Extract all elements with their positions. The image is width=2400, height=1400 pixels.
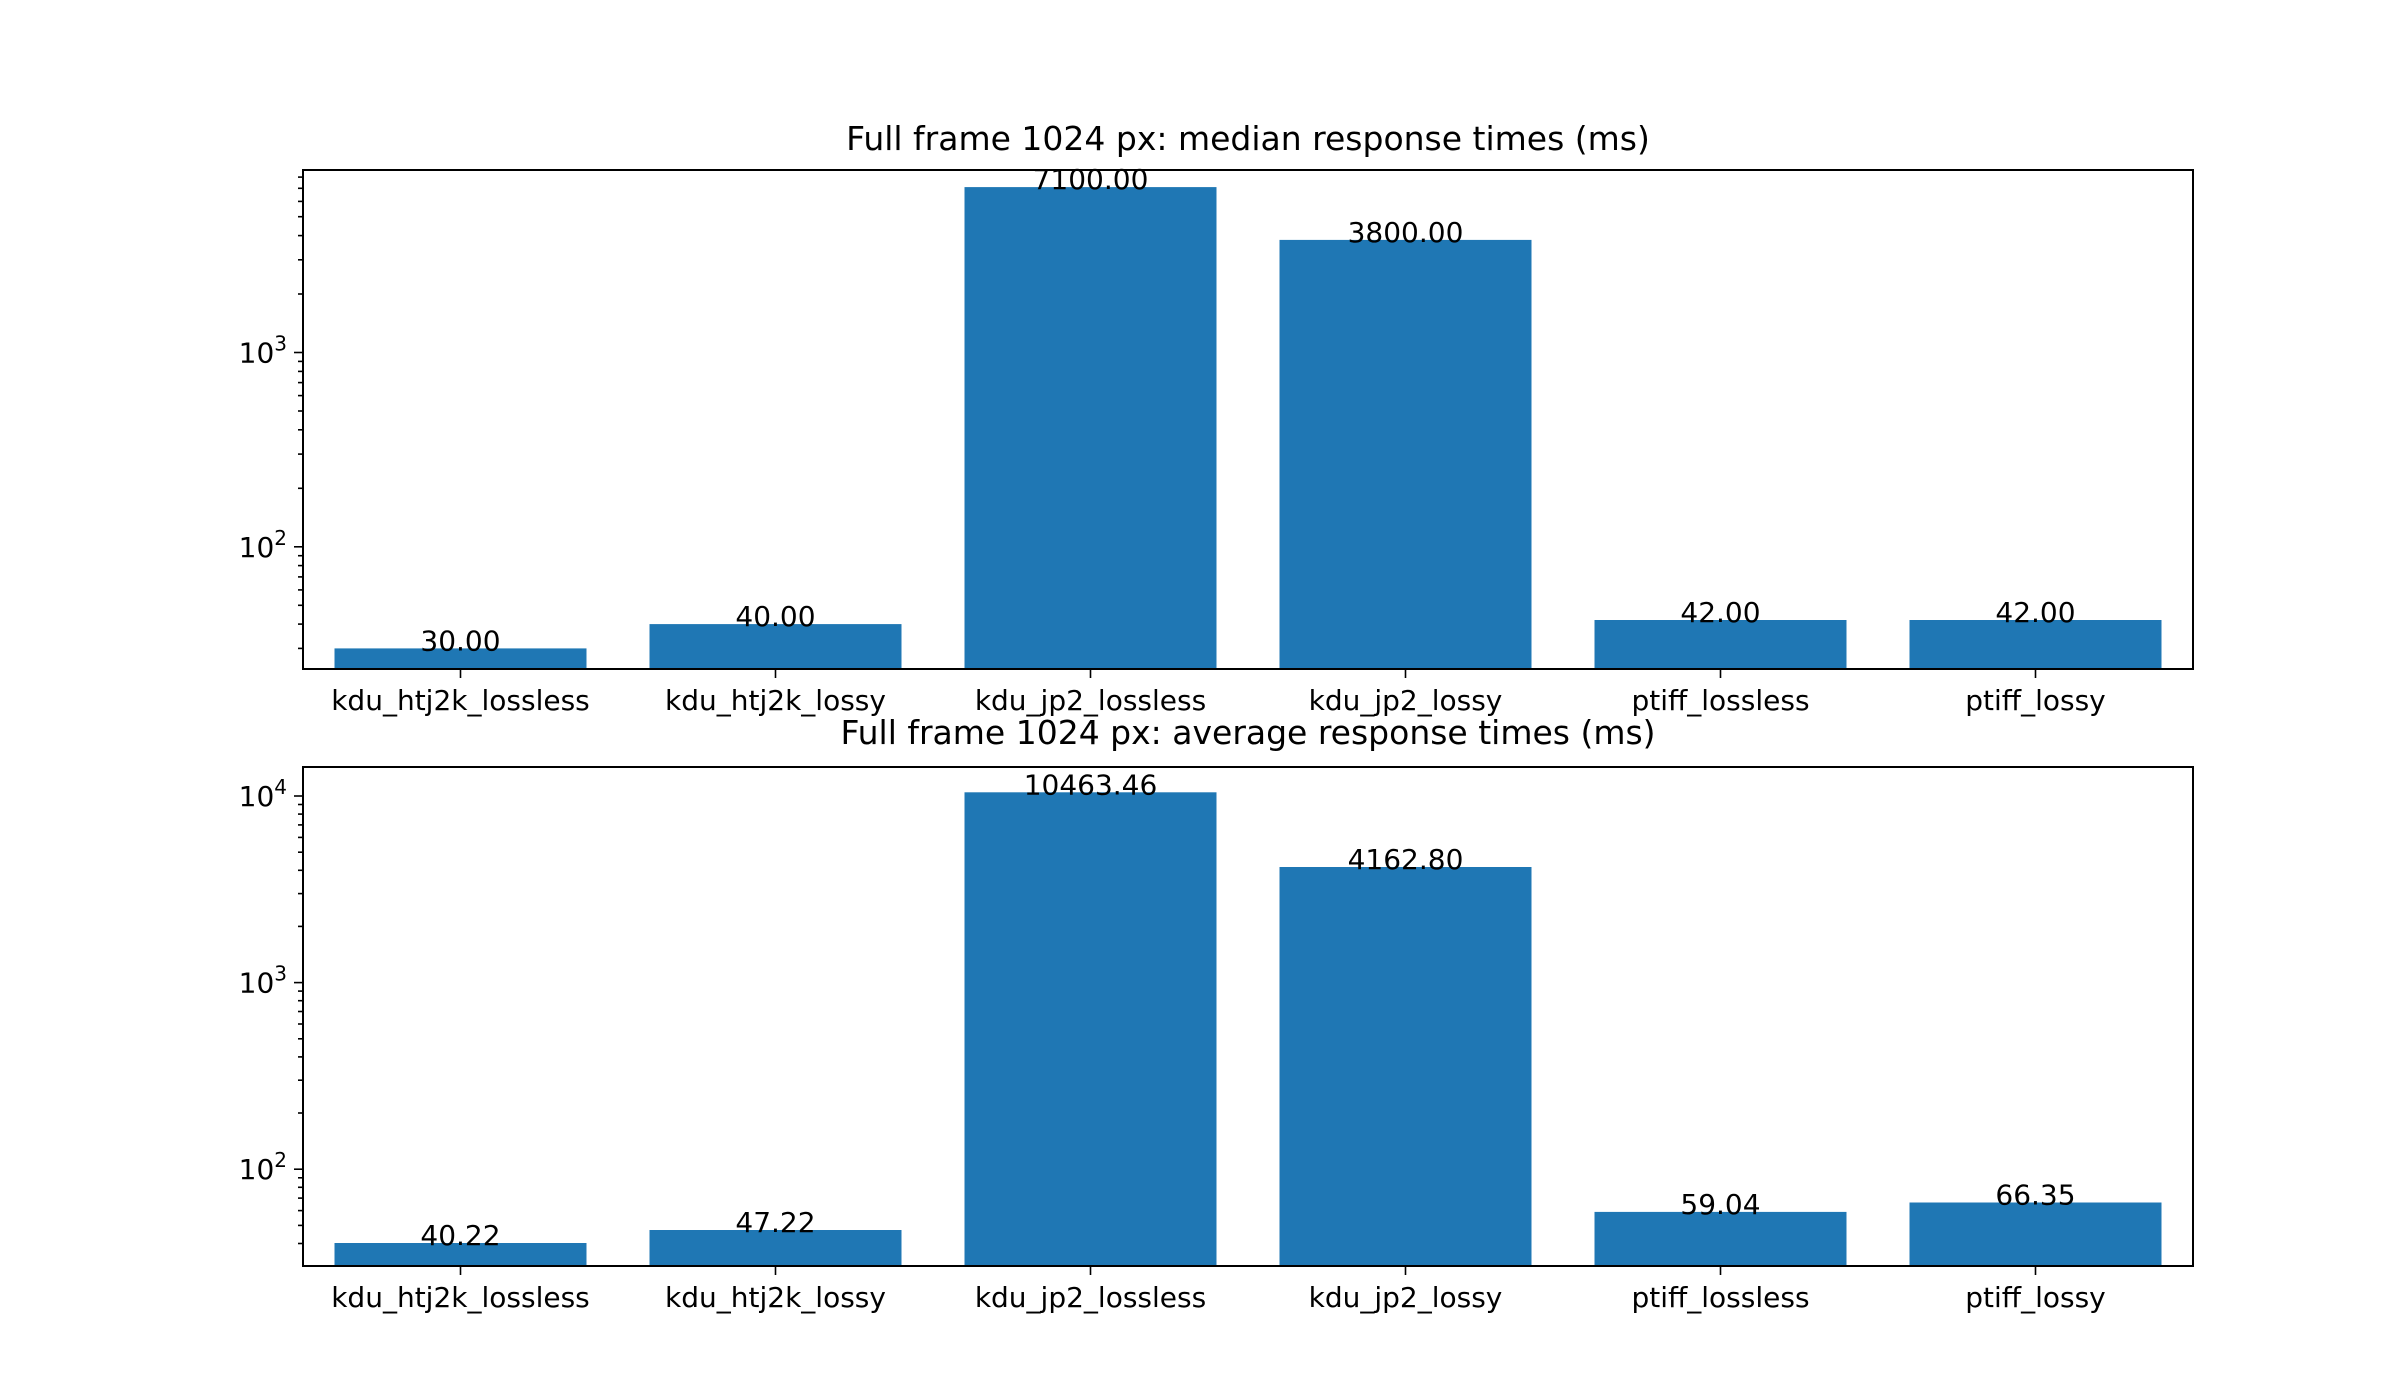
median-bar-ptiff_lossy (1909, 620, 2162, 669)
median-x-tick-label-kdu_jp2_lossy: kdu_jp2_lossy (1309, 684, 1503, 717)
median-value-label-ptiff_lossy: 42.00 (1995, 596, 2075, 629)
median-bar-kdu_jp2_lossless (964, 187, 1217, 669)
average-value-label-kdu_jp2_lossy: 4162.80 (1348, 843, 1464, 876)
median-bar-kdu_htj2k_lossy (649, 624, 902, 669)
median-axes-frame (302, 169, 2194, 670)
average-x-tick-label-kdu_htj2k_lossless: kdu_htj2k_lossless (331, 1281, 590, 1314)
average-x-tick-label-ptiff_lossless: ptiff_lossless (1631, 1281, 1809, 1314)
average-bar-kdu_htj2k_lossless (334, 1243, 587, 1266)
median-bar-kdu_htj2k_lossless (334, 648, 587, 669)
average-y-tick-label: 104 (239, 775, 287, 813)
median-value-label-kdu_htj2k_lossless: 30.00 (420, 624, 500, 657)
median-y-tick-label: 103 (239, 332, 287, 370)
median-value-label-kdu_jp2_lossless: 7100.00 (1033, 163, 1149, 196)
average-chart-title: Full frame 1024 px: average response tim… (840, 713, 1655, 752)
median-y-tick-label: 102 (239, 526, 287, 564)
average-y-tick-label: 103 (239, 962, 287, 1000)
average-value-label-kdu_htj2k_lossless: 40.22 (420, 1219, 500, 1252)
average-value-label-ptiff_lossless: 59.04 (1680, 1188, 1760, 1221)
average-axes-frame (302, 766, 2194, 1267)
average-x-tick-label-ptiff_lossy: ptiff_lossy (1965, 1281, 2105, 1314)
average-bar-kdu_jp2_lossless (964, 792, 1217, 1266)
median-x-tick-label-ptiff_lossy: ptiff_lossy (1965, 684, 2105, 717)
average-x-tick-label-kdu_htj2k_lossy: kdu_htj2k_lossy (665, 1281, 886, 1314)
average-value-label-kdu_jp2_lossless: 10463.46 (1024, 768, 1158, 801)
median-x-tick-label-kdu_jp2_lossless: kdu_jp2_lossless (975, 684, 1206, 717)
median-x-tick-label-kdu_htj2k_lossy: kdu_htj2k_lossy (665, 684, 886, 717)
average-bar-kdu_htj2k_lossy (649, 1230, 902, 1266)
median-value-label-ptiff_lossless: 42.00 (1680, 596, 1760, 629)
average-value-label-kdu_htj2k_lossy: 47.22 (735, 1206, 815, 1239)
average-x-tick-label-kdu_jp2_lossy: kdu_jp2_lossy (1309, 1281, 1503, 1314)
average-bar-kdu_jp2_lossy (1279, 867, 1532, 1266)
average-y-tick-label: 102 (239, 1148, 287, 1186)
average-value-label-ptiff_lossy: 66.35 (1995, 1179, 2075, 1212)
median-x-tick-label-kdu_htj2k_lossless: kdu_htj2k_lossless (331, 684, 590, 717)
median-chart-title: Full frame 1024 px: median response time… (846, 119, 1650, 158)
average-x-tick-label-kdu_jp2_lossless: kdu_jp2_lossless (975, 1281, 1206, 1314)
average-bar-ptiff_lossy (1909, 1202, 2162, 1266)
median-bar-kdu_jp2_lossy (1279, 239, 1532, 669)
average-bar-ptiff_lossless (1594, 1211, 1847, 1266)
median-x-tick-label-ptiff_lossless: ptiff_lossless (1631, 684, 1809, 717)
median-chart: Full frame 1024 px: median response time… (239, 119, 2194, 717)
median-value-label-kdu_jp2_lossy: 3800.00 (1348, 216, 1464, 249)
median-value-label-kdu_htj2k_lossy: 40.00 (735, 600, 815, 633)
median-bar-ptiff_lossless (1594, 620, 1847, 669)
average-chart: Full frame 1024 px: average response tim… (239, 713, 2194, 1314)
